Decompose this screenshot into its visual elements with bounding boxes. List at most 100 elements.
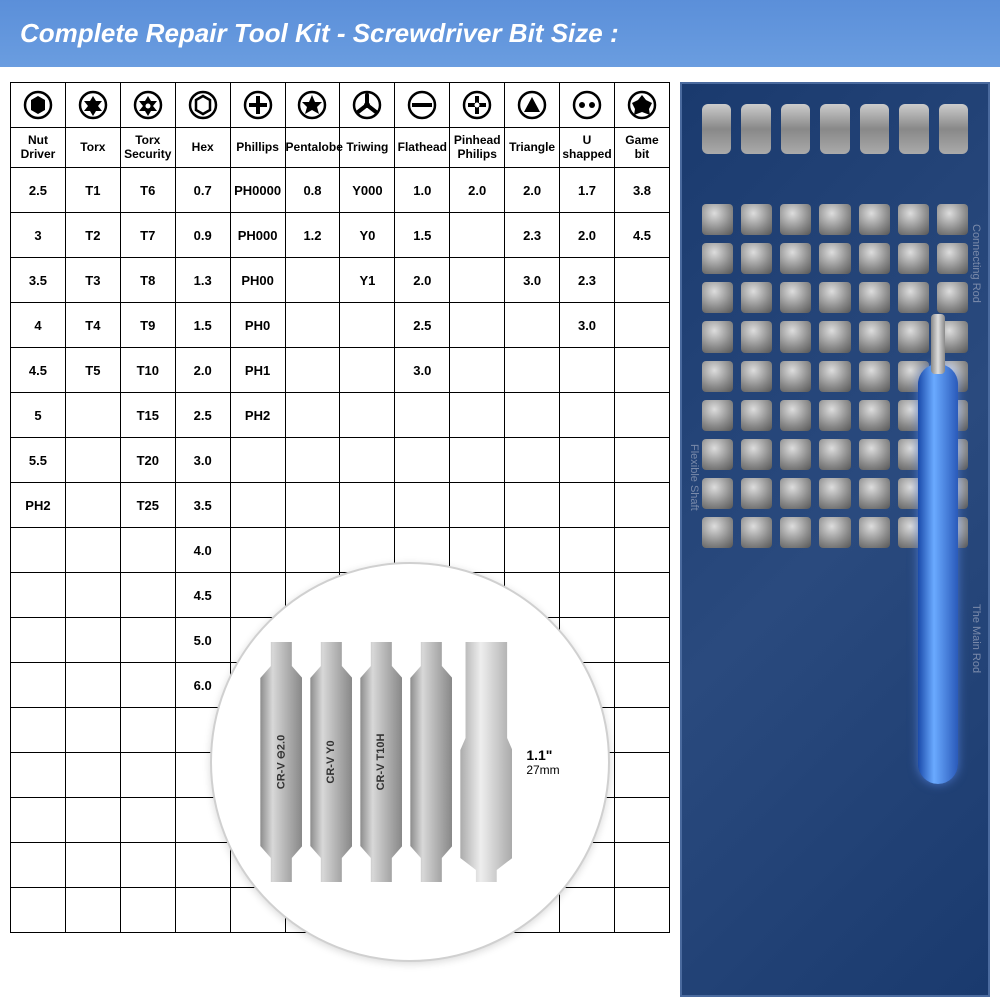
size-indicator: 1.1"27mm [526,747,559,777]
table-cell [560,438,615,483]
table-cell [120,708,175,753]
tray-bit [819,361,850,392]
tray-bit [741,517,772,548]
tray-bit [741,243,772,274]
side-label-flexible: Flexible Shaft [688,444,700,511]
tray-socket [939,104,968,154]
tray-bit [702,361,733,392]
tray-socket [741,104,770,154]
table-cell: 4.0 [175,528,230,573]
table-cell: 2.3 [560,258,615,303]
table-cell [11,618,66,663]
table-cell [65,798,120,843]
table-cell: T9 [120,303,175,348]
table-cell: 3 [11,213,66,258]
table-cell [560,393,615,438]
tray-bit [819,517,850,548]
table-cell [614,798,669,843]
tray-bit [741,282,772,313]
bit-engraving: CR-V Y0 [325,740,337,783]
table-cell: 0.7 [175,168,230,213]
table-cell [285,348,340,393]
table-cell: 3.0 [395,348,450,393]
table-cell [614,438,669,483]
table-cell [11,573,66,618]
table-cell [560,483,615,528]
side-label-main: The Main Rod [970,604,982,673]
table-cell: PH000 [230,213,285,258]
tray-socket [899,104,928,154]
phillips-icon [230,83,285,128]
table-row: 5.5T203.0 [11,438,670,483]
table-cell: PH1 [230,348,285,393]
table-cell: 0.8 [285,168,340,213]
table-cell [230,483,285,528]
sample-bit [410,642,452,882]
flathead-icon [395,83,450,128]
table-cell: 1.0 [395,168,450,213]
tray-bit [819,282,850,313]
table-cell [120,798,175,843]
table-cell [450,438,505,483]
tray-bit [937,204,968,235]
table-cell: 5.0 [175,618,230,663]
table-cell [285,483,340,528]
table-cell [340,303,395,348]
tray-bit [780,204,811,235]
page-header: Complete Repair Tool Kit - Screwdriver B… [0,0,1000,67]
table-cell: 1.5 [175,303,230,348]
tray-bit [819,400,850,431]
table-cell: 3.0 [505,258,560,303]
screwdriver-handle [918,364,958,784]
table-cell: 2.5 [395,303,450,348]
tray-bit [741,400,772,431]
table-cell [505,483,560,528]
table-cell: T10 [120,348,175,393]
table-cell [450,303,505,348]
table-cell [560,573,615,618]
table-cell: 1.5 [395,213,450,258]
content-area: NutDriverTorxTorxSecurityHexPhillipsPent… [0,67,1000,997]
table-cell: T4 [65,303,120,348]
table-cell: Y000 [340,168,395,213]
table-cell [450,258,505,303]
table-cell [65,708,120,753]
label-header-row: NutDriverTorxTorxSecurityHexPhillipsPent… [11,128,670,168]
sample-bit: CR-V T10H [360,642,402,882]
table-cell: 2.5 [175,393,230,438]
table-container: NutDriverTorxTorxSecurityHexPhillipsPent… [10,82,670,997]
socket-row [682,84,988,174]
table-cell: 4.5 [175,573,230,618]
tray-bit [819,321,850,352]
tray-socket [820,104,849,154]
table-cell: 2.0 [560,213,615,258]
tray-bit [780,439,811,470]
table-cell [450,393,505,438]
product-tray-photo: Connecting Rod Flexible Shaft The Main R… [680,82,990,997]
table-cell [614,258,669,303]
column-label: Gamebit [614,128,669,168]
tray-bit [741,361,772,392]
table-cell [11,528,66,573]
table-cell: PH2 [11,483,66,528]
table-cell [450,528,505,573]
table-cell: T15 [120,393,175,438]
table-cell: Y0 [340,213,395,258]
table-cell: T2 [65,213,120,258]
table-cell [505,528,560,573]
torx-icon [65,83,120,128]
table-cell: 0.9 [175,213,230,258]
table-cell [120,573,175,618]
table-cell [614,303,669,348]
table-cell [395,438,450,483]
tray-bit [780,243,811,274]
table-cell [230,438,285,483]
table-cell [120,753,175,798]
table-row: 3.5T3T81.3PH00Y12.03.02.3 [11,258,670,303]
tray-bit [859,243,890,274]
table-row: 2.5T1T60.7PH00000.8Y0001.02.02.01.73.8 [11,168,670,213]
table-cell: T25 [120,483,175,528]
table-cell [614,483,669,528]
table-cell [65,528,120,573]
table-cell [340,393,395,438]
